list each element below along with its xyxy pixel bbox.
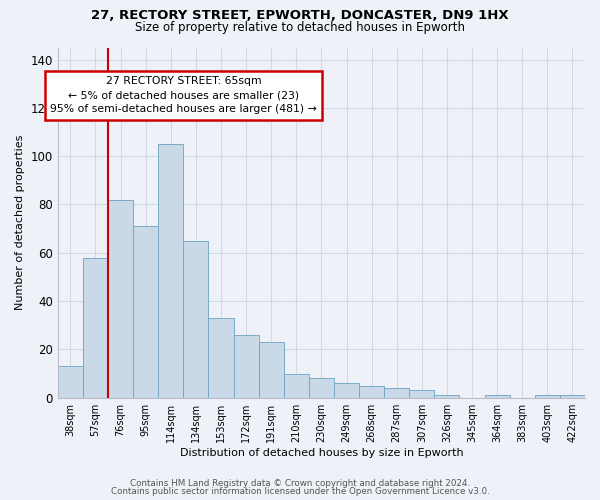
- Bar: [434, 396, 460, 398]
- Bar: [58, 366, 83, 398]
- Bar: [208, 318, 233, 398]
- Bar: [334, 383, 359, 398]
- Bar: [83, 258, 108, 398]
- Bar: [259, 342, 284, 398]
- Bar: [158, 144, 184, 398]
- Bar: [133, 226, 158, 398]
- Bar: [108, 200, 133, 398]
- Y-axis label: Number of detached properties: Number of detached properties: [15, 135, 25, 310]
- Bar: [409, 390, 434, 398]
- Bar: [309, 378, 334, 398]
- Text: 27 RECTORY STREET: 65sqm
← 5% of detached houses are smaller (23)
95% of semi-de: 27 RECTORY STREET: 65sqm ← 5% of detache…: [50, 76, 317, 114]
- Bar: [233, 335, 259, 398]
- X-axis label: Distribution of detached houses by size in Epworth: Distribution of detached houses by size …: [179, 448, 463, 458]
- Text: Contains public sector information licensed under the Open Government Licence v3: Contains public sector information licen…: [110, 487, 490, 496]
- Bar: [384, 388, 409, 398]
- Bar: [560, 396, 585, 398]
- Bar: [535, 396, 560, 398]
- Bar: [485, 396, 509, 398]
- Bar: [184, 240, 208, 398]
- Text: 27, RECTORY STREET, EPWORTH, DONCASTER, DN9 1HX: 27, RECTORY STREET, EPWORTH, DONCASTER, …: [91, 9, 509, 22]
- Bar: [284, 374, 309, 398]
- Text: Contains HM Land Registry data © Crown copyright and database right 2024.: Contains HM Land Registry data © Crown c…: [130, 479, 470, 488]
- Text: Size of property relative to detached houses in Epworth: Size of property relative to detached ho…: [135, 21, 465, 34]
- Bar: [359, 386, 384, 398]
